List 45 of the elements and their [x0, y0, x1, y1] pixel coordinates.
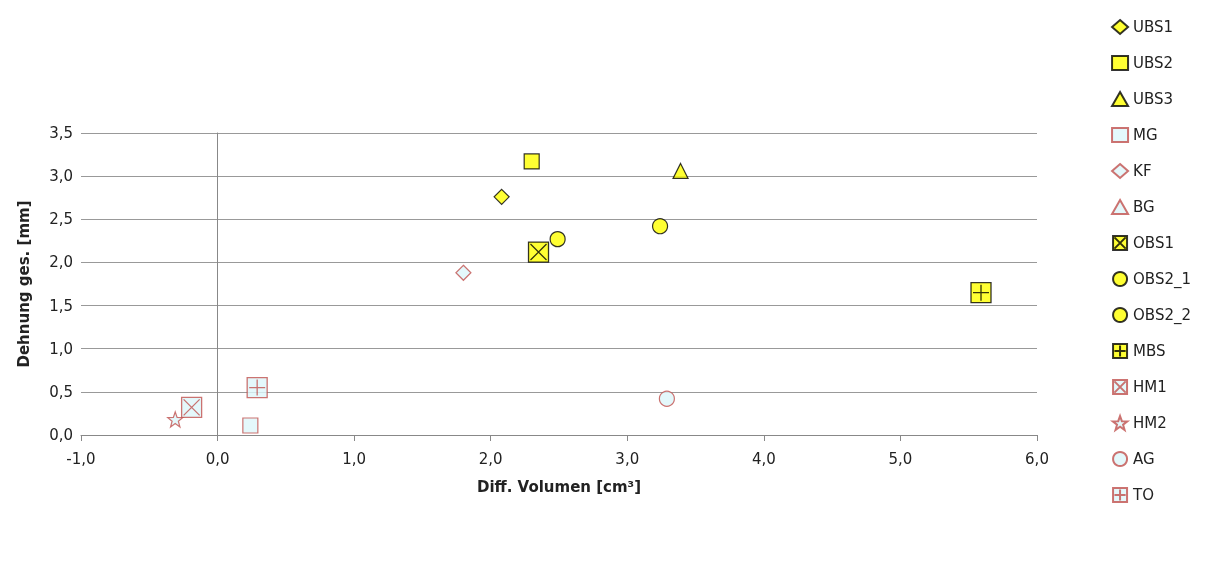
y-tick-label: 2,0 — [49, 253, 73, 272]
point — [246, 376, 268, 399]
legend-label: AG — [1133, 450, 1155, 468]
y-tick-label: 1,5 — [49, 296, 73, 315]
legend-label: OBS2_1 — [1133, 270, 1192, 289]
legend-label: OBS2_2 — [1133, 306, 1192, 325]
point — [180, 396, 203, 419]
legend-label: MG — [1133, 126, 1158, 144]
point — [651, 218, 669, 235]
x-tick-label: 5,0 — [888, 449, 913, 468]
x-tick-label: -1,0 — [66, 449, 96, 468]
legend-label: MBS — [1133, 342, 1166, 360]
point — [672, 162, 689, 180]
point — [527, 241, 550, 263]
x-tick-label: 1,0 — [342, 449, 367, 468]
x-tick-label: 2,0 — [478, 449, 503, 468]
x-tick-label: 3,0 — [615, 449, 640, 468]
x-axis-title: Diff. Volumen [cm³] — [476, 477, 642, 496]
y-tick-label: 1,0 — [49, 339, 73, 358]
y-axis-title: Dehnung ges. [mm] — [14, 200, 33, 368]
legend-label: HM2 — [1133, 414, 1167, 432]
point — [242, 417, 259, 434]
legend-label: TO — [1132, 486, 1155, 504]
y-tick-label: 2,5 — [49, 210, 73, 229]
legend-label: UBS3 — [1133, 90, 1174, 108]
legend-label: UBS2 — [1133, 54, 1174, 72]
y-tick-label: 3,5 — [49, 124, 73, 142]
legend-label: BG — [1133, 198, 1155, 216]
y-tick-label: 3,0 — [49, 167, 73, 186]
x-tick-label: 4,0 — [751, 449, 776, 468]
legend-label: HM1 — [1133, 378, 1167, 396]
point — [658, 390, 675, 407]
point — [167, 411, 184, 428]
x-tick-label: 6,0 — [1025, 449, 1049, 468]
point — [523, 153, 540, 170]
x-tick-label: 0,0 — [205, 449, 230, 468]
legend-label: KF — [1133, 162, 1152, 180]
point — [549, 231, 566, 248]
y-tick-label: 0,5 — [49, 382, 73, 401]
legend-label: OBS1 — [1133, 234, 1174, 252]
point — [455, 264, 472, 281]
y-tick-label: 0,0 — [49, 426, 73, 444]
legend-label: UBS1 — [1133, 18, 1174, 36]
point — [970, 281, 992, 304]
point — [493, 188, 510, 205]
